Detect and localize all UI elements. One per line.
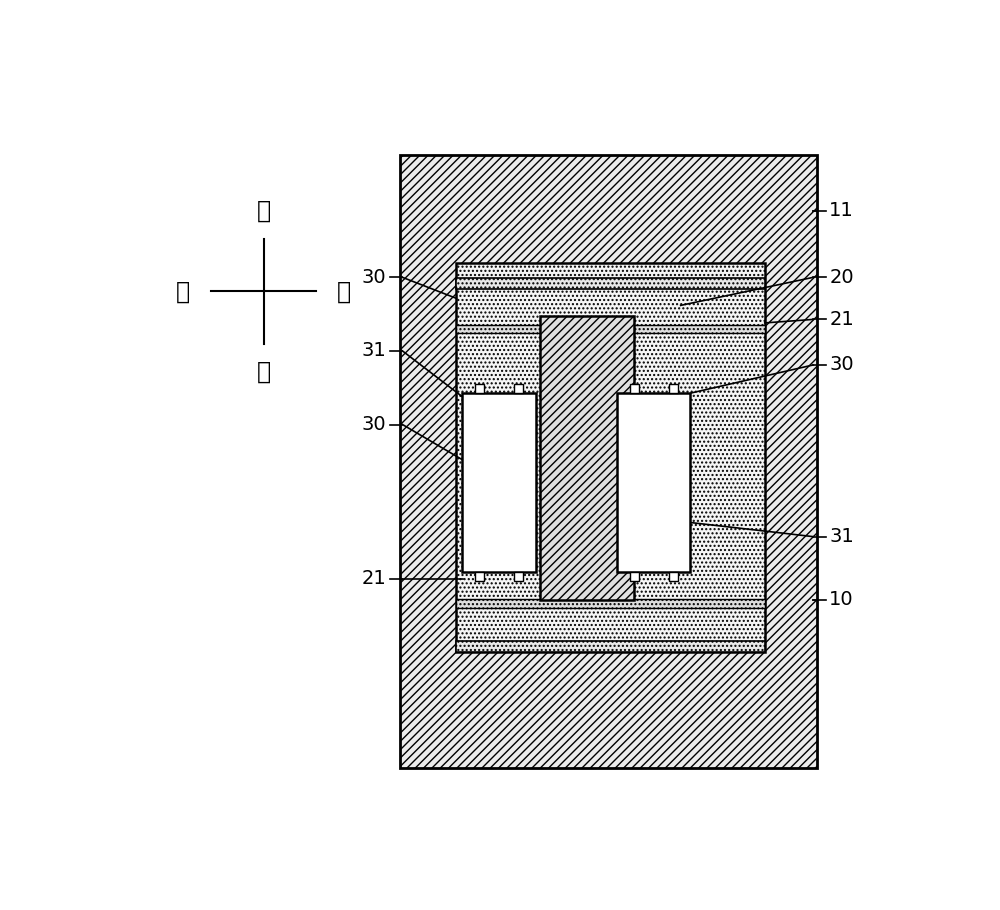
Bar (630, 384, 639, 393)
Bar (462, 393, 536, 571)
Text: 10: 10 (829, 591, 854, 609)
Bar (400, 155, 817, 768)
Text: 31: 31 (829, 527, 854, 546)
Bar (669, 571, 678, 581)
Text: 右: 右 (337, 279, 351, 303)
Bar (514, 384, 523, 393)
Text: 11: 11 (829, 201, 854, 220)
Text: 21: 21 (362, 569, 386, 588)
Text: 30: 30 (362, 415, 386, 434)
Bar (669, 384, 678, 393)
Text: 30: 30 (829, 356, 854, 374)
Bar (475, 384, 484, 393)
Text: 21: 21 (829, 310, 854, 329)
Text: 30: 30 (362, 268, 386, 287)
Bar (456, 278, 765, 288)
Bar (456, 642, 765, 652)
Bar (475, 571, 484, 581)
Bar (456, 599, 765, 608)
Bar (456, 325, 765, 333)
Text: 后: 后 (257, 360, 271, 384)
Bar (617, 393, 690, 571)
Bar (514, 571, 523, 581)
Bar (540, 316, 634, 600)
Bar (456, 263, 765, 652)
Text: 31: 31 (362, 341, 386, 360)
Text: 前: 前 (257, 198, 271, 223)
Text: 20: 20 (829, 268, 854, 287)
Bar (630, 571, 639, 581)
Text: 左: 左 (176, 279, 190, 303)
